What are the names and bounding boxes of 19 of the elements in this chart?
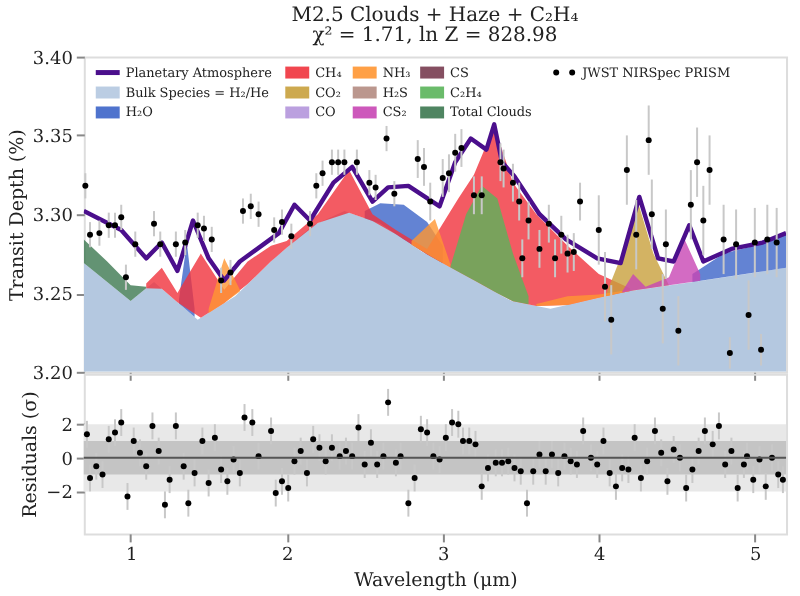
y-axis-title: Transit Depth (%) [6, 129, 29, 302]
y-tick-label: 3.30 [32, 207, 74, 228]
y-tick-label: 3.40 [32, 49, 74, 70]
x-tick-label: 3 [437, 546, 450, 567]
y-tick-label: −2 [46, 484, 73, 505]
x-tick-label: 2 [281, 546, 294, 567]
x-axis-title: Wavelength (μm) [354, 570, 518, 593]
y-tick-label: 3.20 [32, 364, 74, 385]
y-axis-title: Residuals (σ) [20, 391, 43, 518]
chart-title: M2.5 Clouds + Haze + C₂H₄ [291, 4, 579, 27]
chart-subtitle: χ² = 1.71, ln Z = 828.98 [312, 24, 558, 47]
y-tick-label: 2 [61, 417, 73, 438]
x-tick-label: 4 [594, 546, 607, 567]
y-tick-label: 3.35 [32, 128, 74, 149]
x-tick-label: 5 [750, 546, 763, 567]
y-tick-label: 3.25 [32, 285, 74, 306]
x-tick-label: 1 [125, 546, 138, 567]
y-tick-label: 0 [61, 450, 74, 471]
line-series [83, 122, 787, 283]
